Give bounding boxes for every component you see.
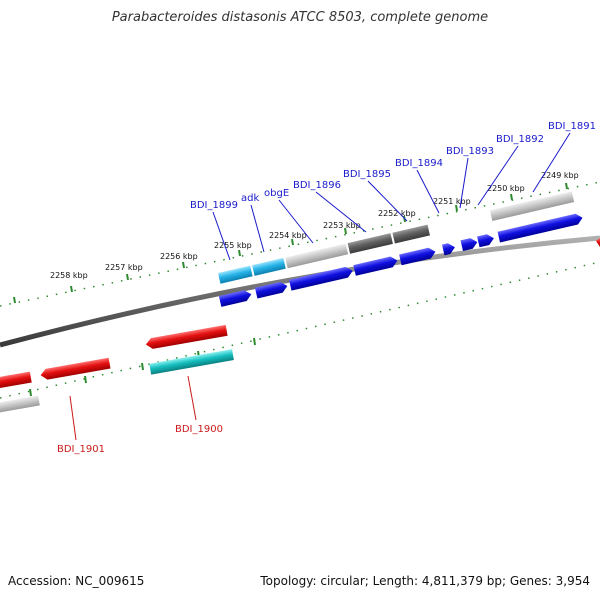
forward-strand-genes [217,191,600,307]
gene-feature-edge[interactable] [596,238,600,247]
gene-feature[interactable] [489,191,575,221]
gene-feature[interactable] [460,237,479,252]
outer-tick-ring [0,181,600,307]
gene-feature[interactable] [217,265,253,284]
tick-major [29,388,32,397]
gene-label-bdi-1894[interactable]: BDI_1894 [395,158,443,169]
gene-feature[interactable] [254,281,289,299]
tick-major [238,249,241,257]
tick-label: 2254 kbp [269,231,307,240]
accession-text: Accession: NC_009615 [8,574,145,588]
gene-feature[interactable] [353,255,398,276]
tick-major [70,285,73,293]
gene-feature[interactable] [285,243,349,269]
gene-feature[interactable] [477,233,495,248]
tick-label: 2251 kbp [433,197,471,206]
gene-label-obge[interactable]: obgE [264,188,289,199]
tick-major [291,238,294,246]
gene-label-bdi-1893[interactable]: BDI_1893 [446,146,494,157]
tick-major [455,204,458,212]
tick-major [13,296,16,304]
label-connectors [69,132,571,441]
tick-major [126,273,129,281]
tick-major [141,362,144,371]
tick-label: 2256 kbp [160,252,198,261]
gene-feature[interactable] [252,257,286,276]
gene-feature[interactable] [392,224,430,244]
tick-label: 2253 kbp [323,221,361,230]
gene-feature[interactable] [497,212,584,243]
gene-feature[interactable] [40,357,111,381]
genome-backbone [0,235,600,348]
tick-major [565,182,568,190]
tick-label: 2257 kbp [105,263,143,272]
gene-feature[interactable] [399,246,437,266]
gene-feature[interactable] [149,349,234,375]
tick-major [253,337,256,346]
tick-label: 2258 kbp [50,271,88,280]
tick-label: 2249 kbp [541,171,579,180]
gene-feature[interactable] [0,371,32,391]
tick-label: 2252 kbp [378,209,416,218]
tick-major [344,227,347,235]
gene-feature[interactable] [347,233,393,254]
gene-label-bdi-1900[interactable]: BDI_1900 [175,424,223,435]
gene-feature[interactable] [442,242,456,256]
forward-gene-labels: BDI_1899 adk obgE BDI_1896 BDI_1895 BDI_… [190,121,596,211]
gene-label-bdi-1895[interactable]: BDI_1895 [343,169,391,180]
gene-feature[interactable] [218,289,253,307]
reverse-gene-labels: BDI_1901 BDI_1900 [57,424,223,455]
tick-major [510,193,513,201]
gene-label-adk[interactable]: adk [241,193,259,204]
gene-label-bdi-1896[interactable]: BDI_1896 [293,180,341,191]
map-title: Parabacteroides distasonis ATCC 8503, co… [111,10,489,25]
gene-label-bdi-1891[interactable]: BDI_1891 [548,121,596,132]
tick-label: 2255 kbp [214,241,252,250]
scale-labels: 2258 kbp 2257 kbp 2256 kbp 2255 kbp 2254… [50,171,579,280]
gene-label-bdi-1899[interactable]: BDI_1899 [190,200,238,211]
reverse-strand-genes [0,324,234,415]
tick-label: 2250 kbp [487,184,525,193]
gene-feature[interactable] [0,395,40,415]
genome-summary-text: Topology: circular; Length: 4,811,379 bp… [260,574,590,588]
gene-label-bdi-1901[interactable]: BDI_1901 [57,444,105,455]
gene-label-bdi-1892[interactable]: BDI_1892 [496,134,544,145]
tick-major [182,261,185,269]
gene-feature[interactable] [289,266,354,291]
gene-feature[interactable] [145,324,228,350]
tick-major [84,375,87,384]
